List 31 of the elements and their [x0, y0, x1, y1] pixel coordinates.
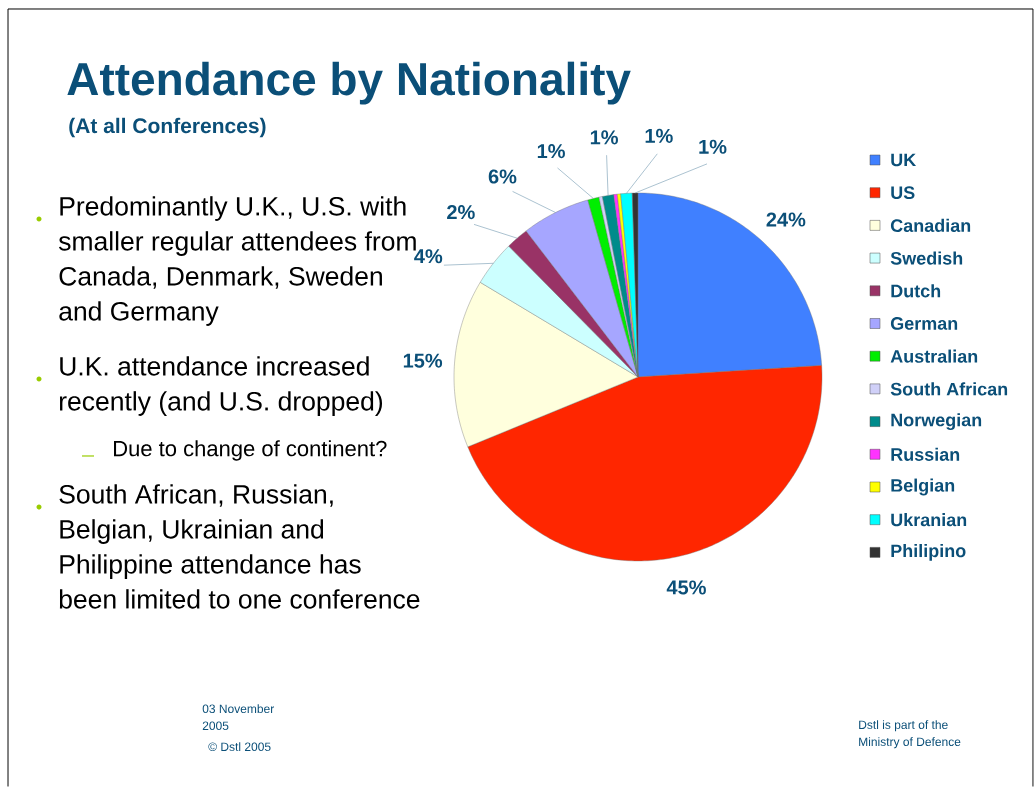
text: South African, Russian, Belgian, Ukrainian and Philippine attendance has been limited to one conference [59, 484, 420, 609]
legend-label: Russian [891, 447, 960, 461]
legend-label: German [890, 317, 958, 330]
legend-label: Philipino [891, 543, 966, 561]
text: 03 November 2005 [202, 704, 275, 730]
text: Due to change of continent? [114, 440, 387, 461]
legend-label: South African [890, 382, 1008, 396]
data-label: 45% [666, 580, 706, 595]
chart-title: Attendance by Nationality [67, 61, 631, 105]
data-label: 1% [537, 144, 565, 159]
data-label: 1% [699, 139, 727, 154]
text: U.K. attendance increased recently (and U.S. dropped) [59, 356, 383, 416]
legend-label: Norwegian [891, 413, 982, 431]
data-label: 6% [488, 169, 517, 184]
text: Dstl is part of the Ministry of Defence [859, 720, 961, 749]
legend-label: Dutch [891, 284, 941, 298]
legend-label: Belgian [891, 478, 955, 496]
text: © Dstl 2005 [208, 742, 271, 751]
data-label: 1% [645, 128, 673, 143]
legend-label: UK [891, 153, 917, 167]
data-label: 15% [403, 353, 443, 368]
data-label: 1% [590, 130, 618, 145]
data-label: 4% [414, 249, 443, 264]
data-label: 24% [766, 212, 806, 227]
data-label: 2% [447, 205, 475, 220]
text: (At all Conferences) [69, 117, 266, 138]
legend-label: Swedish [890, 251, 963, 265]
legend-label: US [891, 186, 915, 200]
legend-label: Ukranian [891, 513, 967, 527]
legend-label: Australian [890, 349, 978, 363]
legend-label: Canadian [890, 218, 971, 232]
